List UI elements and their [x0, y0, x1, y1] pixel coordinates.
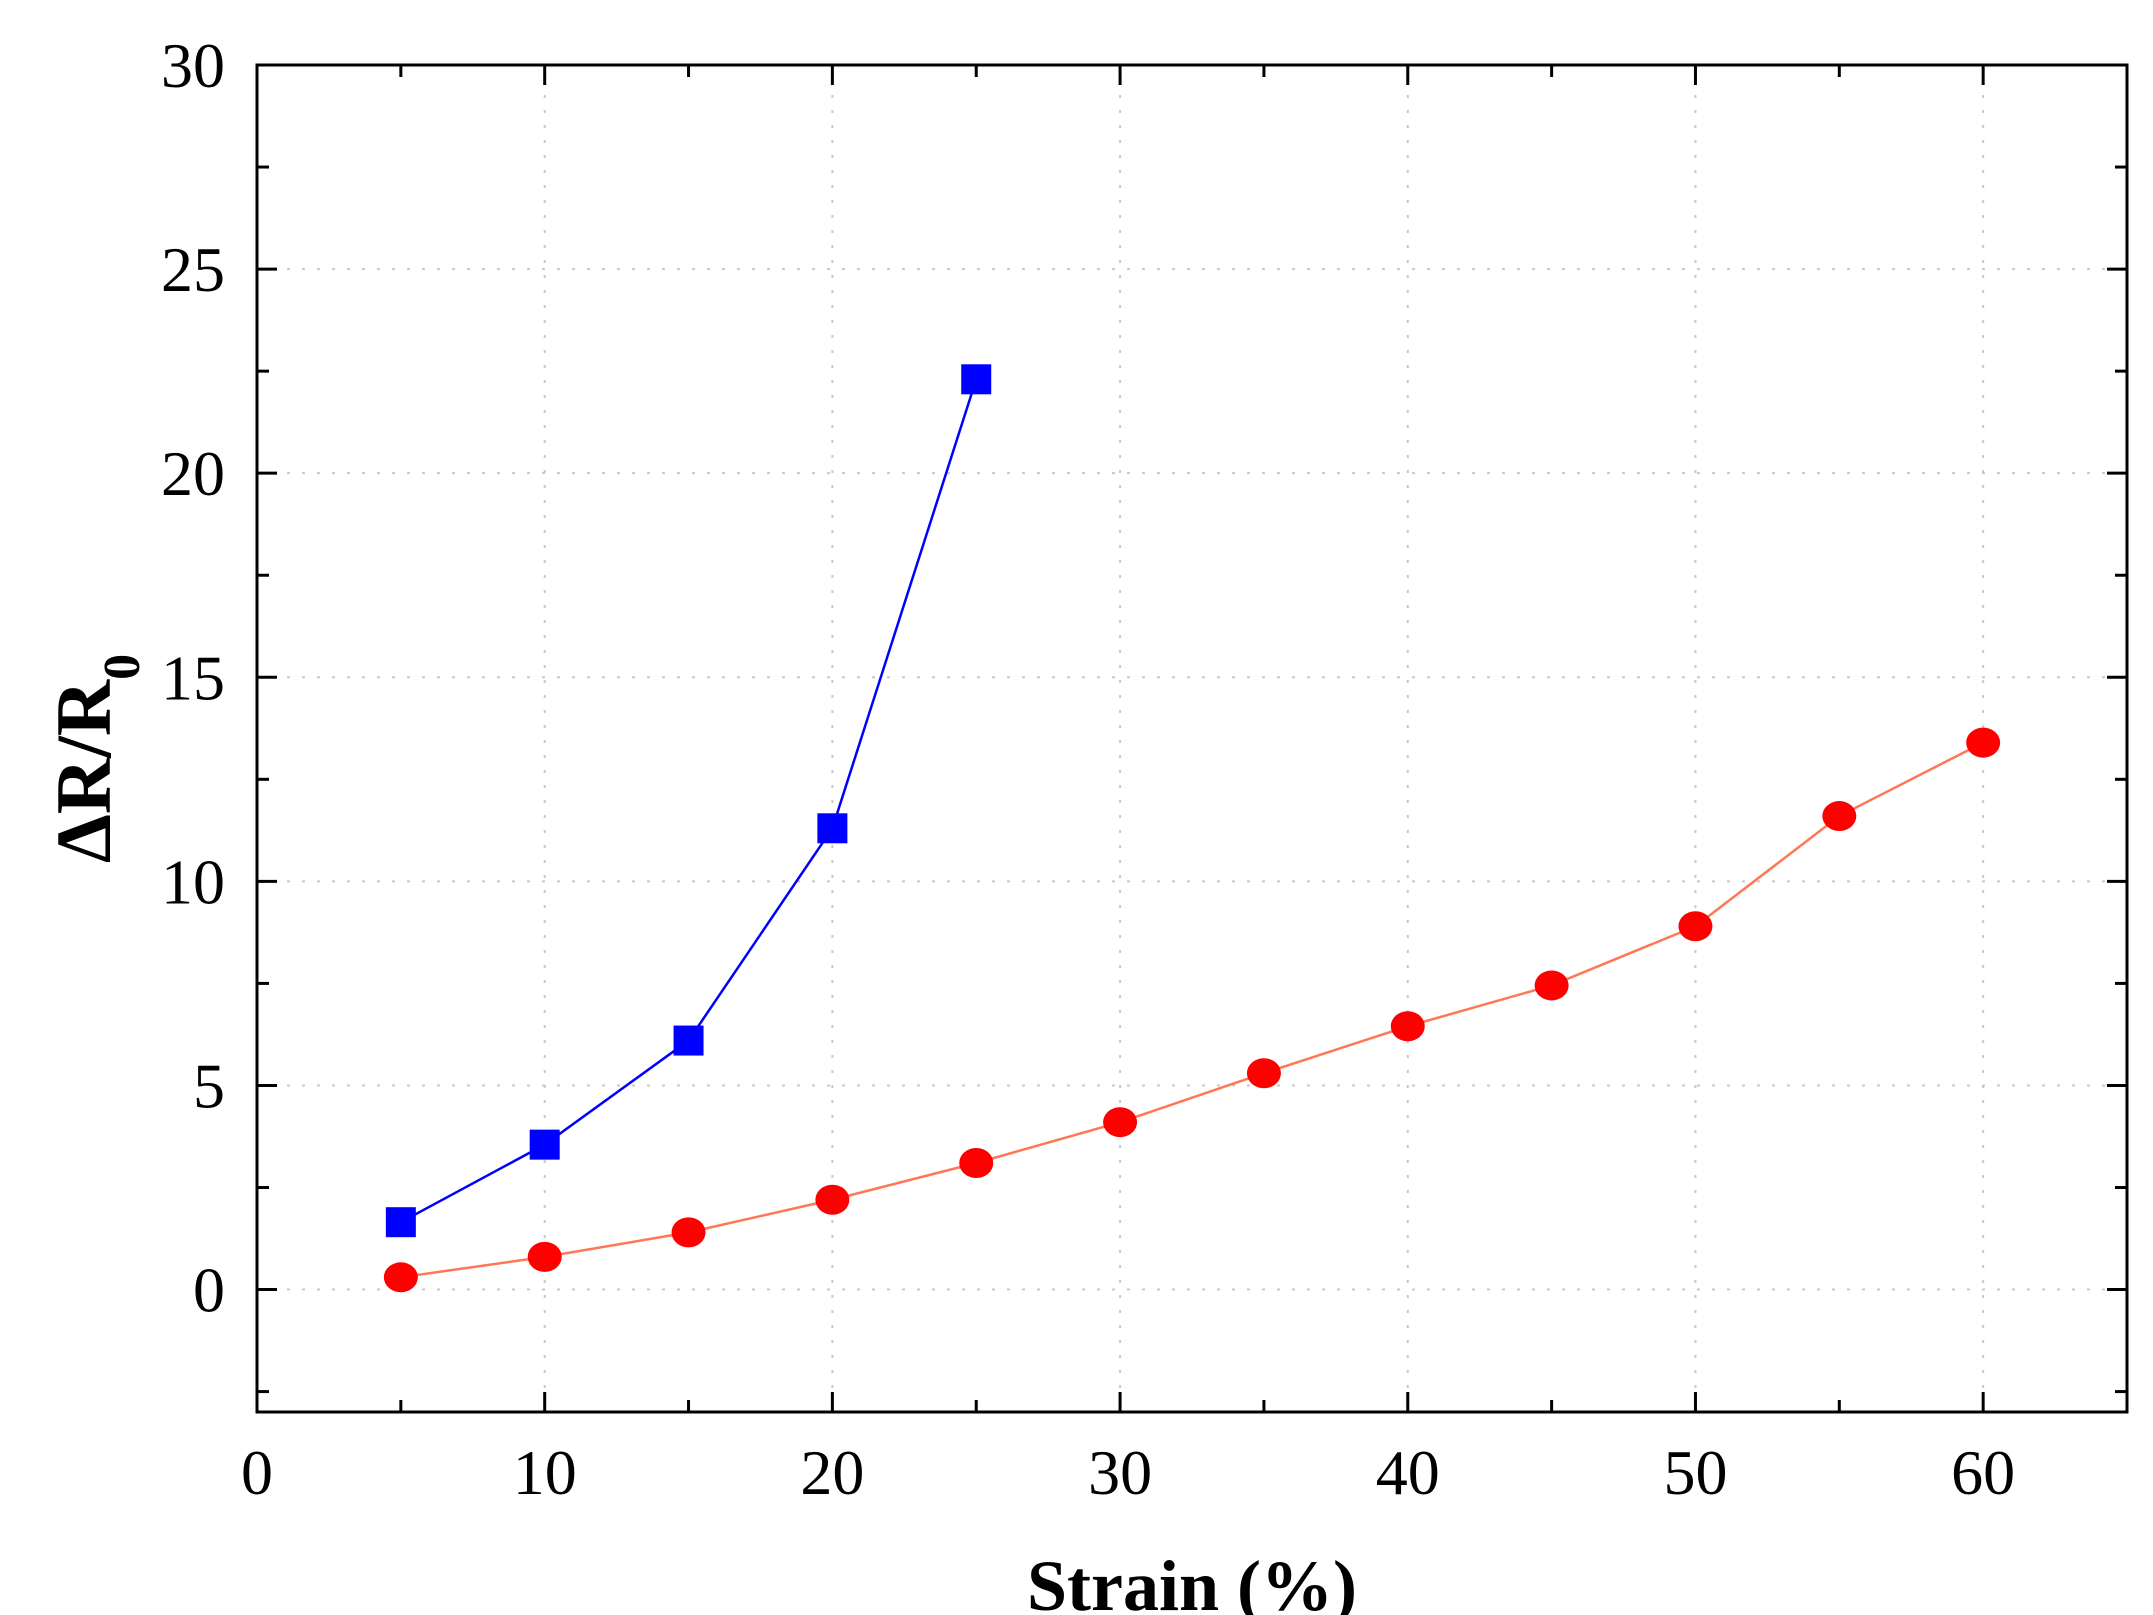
y-axis-title: ΔR/R0: [40, 654, 151, 863]
series-blue-point: [961, 364, 992, 395]
axis-ticks: [255, 63, 2129, 1412]
y-tick-label: 30: [161, 30, 225, 101]
plot-frame: [255, 63, 2129, 1414]
series-red-point: [815, 1184, 850, 1215]
series-blue-point: [529, 1129, 560, 1160]
series-blue-point: [817, 813, 848, 844]
x-tick-label: 40: [1376, 1437, 1440, 1508]
x-tick-label: 0: [241, 1437, 273, 1508]
x-axis-title: Strain (%): [1027, 1546, 1357, 1615]
x-tick-label: 30: [1088, 1437, 1152, 1508]
series-red-point: [1678, 911, 1713, 942]
series-red-point: [1966, 727, 2001, 758]
series-red-point: [671, 1217, 706, 1248]
series-red-point: [959, 1148, 994, 1179]
y-tick-label: 10: [161, 846, 225, 917]
tick-labels: 0 10 20 30 40 50 60 0 5 10 15 20 25 30: [161, 30, 2015, 1508]
x-tick-label: 60: [1951, 1437, 2015, 1508]
y-tick-label: 25: [161, 234, 225, 305]
y-tick-label: 5: [193, 1050, 225, 1121]
series-red-line: [400, 741, 1984, 1279]
series-blue-point: [385, 1207, 416, 1238]
y-axis-title-main: ΔR/R: [40, 678, 127, 863]
y-tick-label: 15: [161, 642, 225, 713]
series-red-point: [1246, 1058, 1281, 1089]
series-red-point: [1534, 970, 1569, 1001]
series-red: [383, 727, 2001, 1293]
series-red-point: [527, 1241, 562, 1272]
x-tick-label: 20: [800, 1437, 864, 1508]
x-tick-label: 10: [513, 1437, 577, 1508]
series-blue-line: [400, 378, 978, 1224]
y-tick-label: 20: [161, 438, 225, 509]
series-red-point: [1822, 801, 1857, 832]
grid: [257, 65, 2127, 1412]
series-blue: [385, 364, 992, 1238]
x-tick-label: 50: [1663, 1437, 1727, 1508]
series-red-point: [383, 1262, 418, 1293]
y-axis-title-subscript: 0: [94, 654, 151, 680]
series-red-point: [1390, 1011, 1425, 1042]
series-blue-point: [673, 1025, 704, 1056]
y-tick-label: 0: [193, 1255, 225, 1326]
plot-series: [383, 364, 2001, 1293]
series-red-point: [1103, 1107, 1138, 1138]
